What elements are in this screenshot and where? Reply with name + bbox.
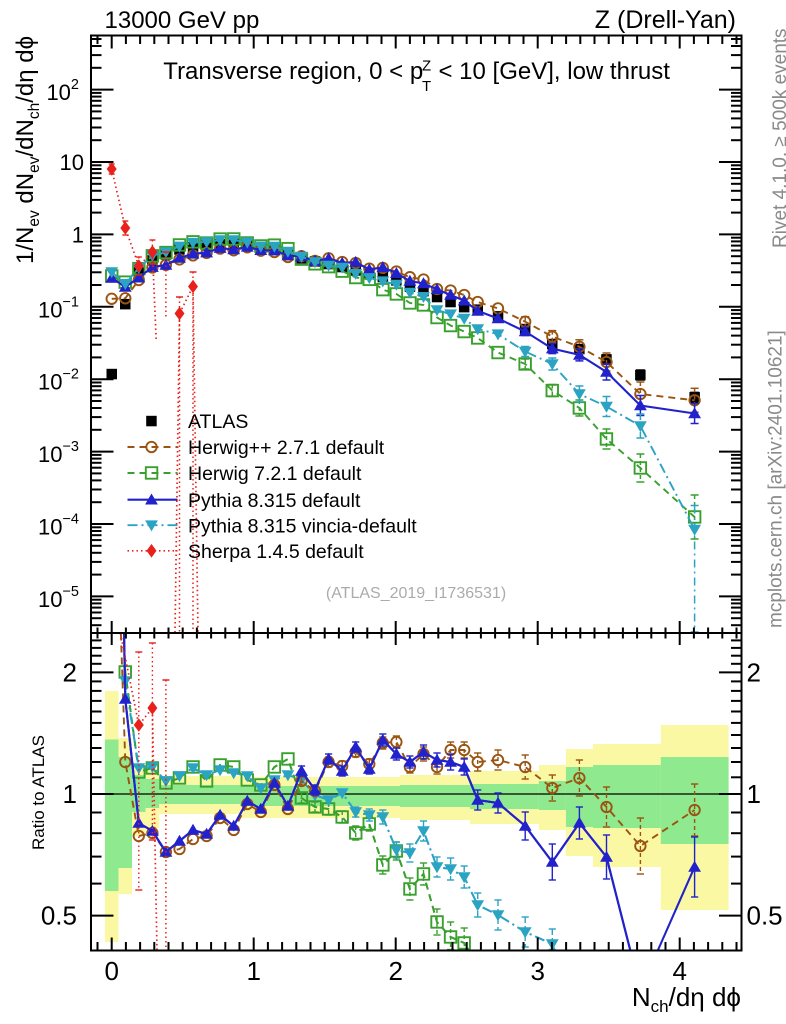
svg-text:Pythia 8.315 vincia-default: Pythia 8.315 vincia-default [188,515,417,537]
svg-text:1: 1 [63,779,77,809]
svg-text:10: 10 [60,150,84,175]
svg-text:2: 2 [63,657,77,687]
svg-text:Rivet 4.1.0, ≥ 500k events: Rivet 4.1.0, ≥ 500k events [770,28,786,248]
svg-text:0.5: 0.5 [747,901,783,931]
svg-text:(ATLAS_2019_I1736531): (ATLAS_2019_I1736531) [326,585,506,602]
svg-text:Transverse region, 0 < p: Transverse region, 0 < p [163,58,423,85]
svg-text:2: 2 [388,956,402,986]
svg-text:T: T [422,78,431,95]
svg-text:Herwig++ 2.7.1 default: Herwig++ 2.7.1 default [188,437,385,459]
svg-text:Z: Z [422,58,431,75]
svg-text:Sherpa 1.4.5 default: Sherpa 1.4.5 default [188,541,364,563]
svg-text:1: 1 [72,222,84,247]
svg-text:1: 1 [246,956,260,986]
svg-text:0.5: 0.5 [41,901,77,931]
svg-text:Pythia 8.315 default: Pythia 8.315 default [188,490,361,512]
svg-text:1: 1 [747,779,761,809]
svg-text:ATLAS: ATLAS [188,411,248,433]
svg-text:Ratio to ATLAS: Ratio to ATLAS [29,735,48,850]
svg-text:4: 4 [672,956,686,986]
svg-text:3: 3 [530,956,544,986]
svg-text:10−1: 10−1 [38,294,79,322]
svg-text:13000 GeV pp: 13000 GeV pp [105,7,260,34]
svg-text:0: 0 [104,956,118,986]
svg-text:< 10 [GeV], low thrust: < 10 [GeV], low thrust [439,58,671,85]
svg-text:mcplots.cern.ch [arXiv:2401.10: mcplots.cern.ch [arXiv:2401.10621] [766,330,786,628]
svg-text:Nch/dη dϕ: Nch/dη dϕ [632,982,741,1016]
svg-text:1/Nev dNev/dNch/dη dϕ: 1/Nev dNev/dNch/dη dϕ [12,36,43,264]
svg-text:Herwig 7.2.1 default: Herwig 7.2.1 default [188,463,362,485]
svg-text:Z (Drell-Yan): Z (Drell-Yan) [595,6,736,34]
svg-text:2: 2 [747,657,761,687]
